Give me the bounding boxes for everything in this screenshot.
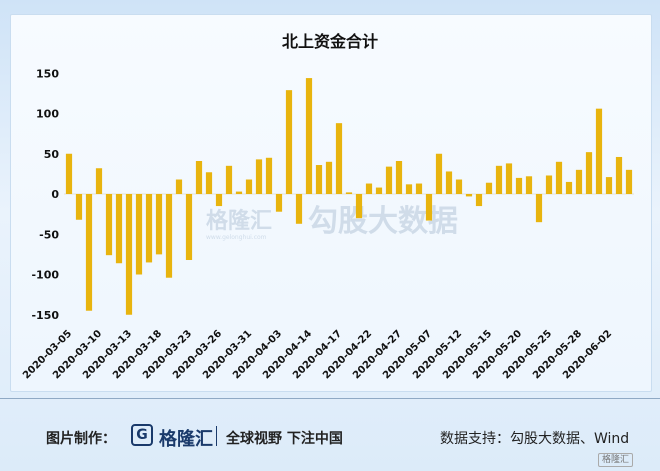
bar (315, 165, 323, 194)
brand-slogan: 全球视野 下注中国 (226, 431, 343, 447)
bar (325, 161, 333, 194)
bar (385, 166, 393, 194)
bars (65, 78, 633, 315)
bar (275, 194, 283, 212)
bar (425, 194, 433, 221)
bar (515, 177, 523, 194)
bar (415, 183, 423, 194)
bar (485, 182, 493, 194)
bar (435, 153, 443, 194)
made-by-label: 图片制作： (46, 431, 116, 447)
watermark-logo-sub: www.gelonghui.com (206, 234, 267, 241)
bar (75, 194, 83, 220)
bar (505, 163, 513, 194)
bar (65, 153, 73, 194)
bar (355, 194, 363, 219)
corner-badge: 格隆汇 (598, 453, 634, 467)
bar (265, 157, 273, 194)
bar (235, 191, 243, 194)
bar (115, 194, 123, 264)
bar (615, 156, 623, 194)
bar (105, 194, 113, 256)
bar (395, 160, 403, 194)
gelonghui-logo-icon: G (131, 424, 153, 446)
bar (185, 194, 193, 261)
bar (575, 169, 583, 194)
y-tick-label: 50 (44, 148, 60, 161)
bar (125, 194, 133, 315)
bar (85, 194, 93, 311)
bar (595, 108, 603, 194)
y-tick-label: -150 (31, 309, 59, 322)
bar (475, 194, 483, 207)
bar (405, 184, 413, 194)
bar (585, 152, 593, 194)
bar (455, 179, 463, 194)
bar (175, 179, 183, 194)
bar (545, 175, 553, 194)
y-tick-label: 100 (36, 108, 59, 121)
y-tick-label: -100 (31, 269, 59, 282)
bar (245, 179, 253, 194)
bar (155, 194, 163, 255)
footer-divider (0, 398, 660, 399)
bar (625, 169, 633, 194)
bar (285, 90, 293, 194)
bar (295, 194, 303, 224)
bar (535, 194, 543, 223)
bar (375, 187, 383, 194)
bar (365, 183, 373, 194)
bar (565, 181, 573, 194)
chart-title: 北上资金合计 (281, 32, 378, 51)
bar (95, 168, 103, 194)
bar (255, 159, 263, 194)
bar (525, 176, 533, 194)
footer: 图片制作： G 格隆汇 全球视野 下注中国 数据支持：勾股大数据、Wind (0, 420, 660, 450)
bar (605, 177, 613, 194)
bar (205, 172, 213, 194)
data-source: 数据支持：勾股大数据、Wind (440, 431, 630, 447)
bar (555, 161, 563, 194)
bar (305, 78, 313, 194)
y-tick-label: 150 (36, 67, 59, 80)
bar (145, 194, 153, 263)
y-tick-label: -50 (39, 228, 59, 241)
bar (135, 194, 143, 275)
bar (465, 194, 473, 197)
bar (445, 171, 453, 194)
x-axis: 2020-03-052020-03-102020-03-132020-03-18… (21, 328, 614, 381)
watermark-main-text: 勾股大数据 (308, 204, 458, 239)
bar (165, 194, 173, 278)
bar (495, 165, 503, 194)
bar (215, 194, 223, 207)
bar (225, 165, 233, 194)
y-tick-label: 0 (51, 188, 59, 201)
watermark-logo-text: 格隆汇 (206, 208, 272, 234)
watermark: 格隆汇 www.gelonghui.com 勾股大数据 (206, 204, 458, 241)
brand-name: 格隆汇 (159, 429, 213, 450)
footer-separator (216, 426, 217, 446)
bar (335, 123, 343, 194)
bar (345, 192, 353, 194)
bar (195, 160, 203, 194)
